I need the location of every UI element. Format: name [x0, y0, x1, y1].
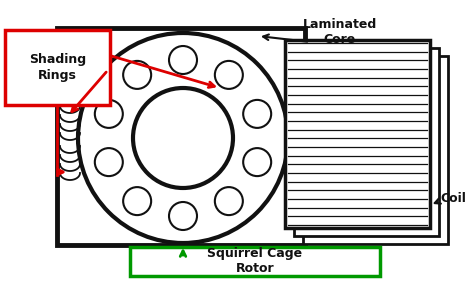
- Text: WIRA: WIRA: [147, 163, 223, 187]
- Circle shape: [243, 148, 271, 176]
- Circle shape: [123, 61, 151, 89]
- Text: Squirrel Cage
Rotor: Squirrel Cage Rotor: [208, 248, 302, 275]
- Text: ELECTRICAL: ELECTRICAL: [143, 189, 227, 201]
- Bar: [57, 28, 305, 245]
- Circle shape: [95, 148, 123, 176]
- Circle shape: [243, 100, 271, 128]
- Circle shape: [123, 187, 151, 215]
- Circle shape: [95, 100, 123, 128]
- Circle shape: [215, 187, 243, 215]
- Bar: [285, 40, 430, 228]
- Bar: [5, 30, 110, 105]
- Text: Shading
Rings: Shading Rings: [29, 53, 86, 81]
- Bar: [130, 247, 380, 276]
- Circle shape: [78, 33, 288, 243]
- Bar: [294, 48, 439, 236]
- Circle shape: [169, 202, 197, 230]
- Bar: [303, 56, 448, 244]
- Circle shape: [133, 88, 233, 188]
- Text: Laminated
Core: Laminated Core: [303, 18, 377, 46]
- Circle shape: [215, 61, 243, 89]
- Text: Coil: Coil: [440, 191, 466, 205]
- Circle shape: [169, 46, 197, 74]
